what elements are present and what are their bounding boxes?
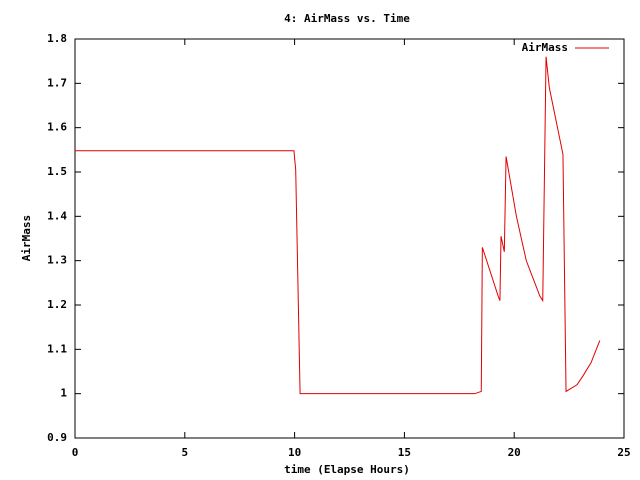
- y-tick-label: 1.4: [47, 209, 67, 222]
- y-tick-label: 1.1: [47, 342, 67, 355]
- x-tick-label: 20: [508, 446, 521, 459]
- legend-label: AirMass: [522, 41, 568, 54]
- plot-frame: [74, 38, 625, 439]
- y-tick-label: 1.7: [47, 76, 67, 89]
- y-tick-label: 1.6: [47, 121, 67, 134]
- x-axis-label: time (Elapse Hours): [284, 463, 410, 476]
- x-tick-label: 0: [72, 446, 79, 459]
- y-tick-label: 1.2: [47, 298, 67, 311]
- x-tick-label: 25: [617, 446, 630, 459]
- y-tick-label: 0.9: [47, 431, 67, 444]
- x-tick-label: 15: [398, 446, 411, 459]
- y-tick-label: 1.8: [47, 32, 67, 45]
- y-tick-label: 1: [60, 387, 67, 400]
- chart-title: 4: AirMass vs. Time: [284, 12, 410, 25]
- y-tick-label: 1.3: [47, 254, 67, 267]
- y-tick-label: 1.5: [47, 165, 67, 178]
- x-tick-label: 10: [288, 446, 301, 459]
- x-tick-label: 5: [181, 446, 188, 459]
- y-axis-label: AirMass: [20, 215, 33, 261]
- data-line: [75, 56, 601, 395]
